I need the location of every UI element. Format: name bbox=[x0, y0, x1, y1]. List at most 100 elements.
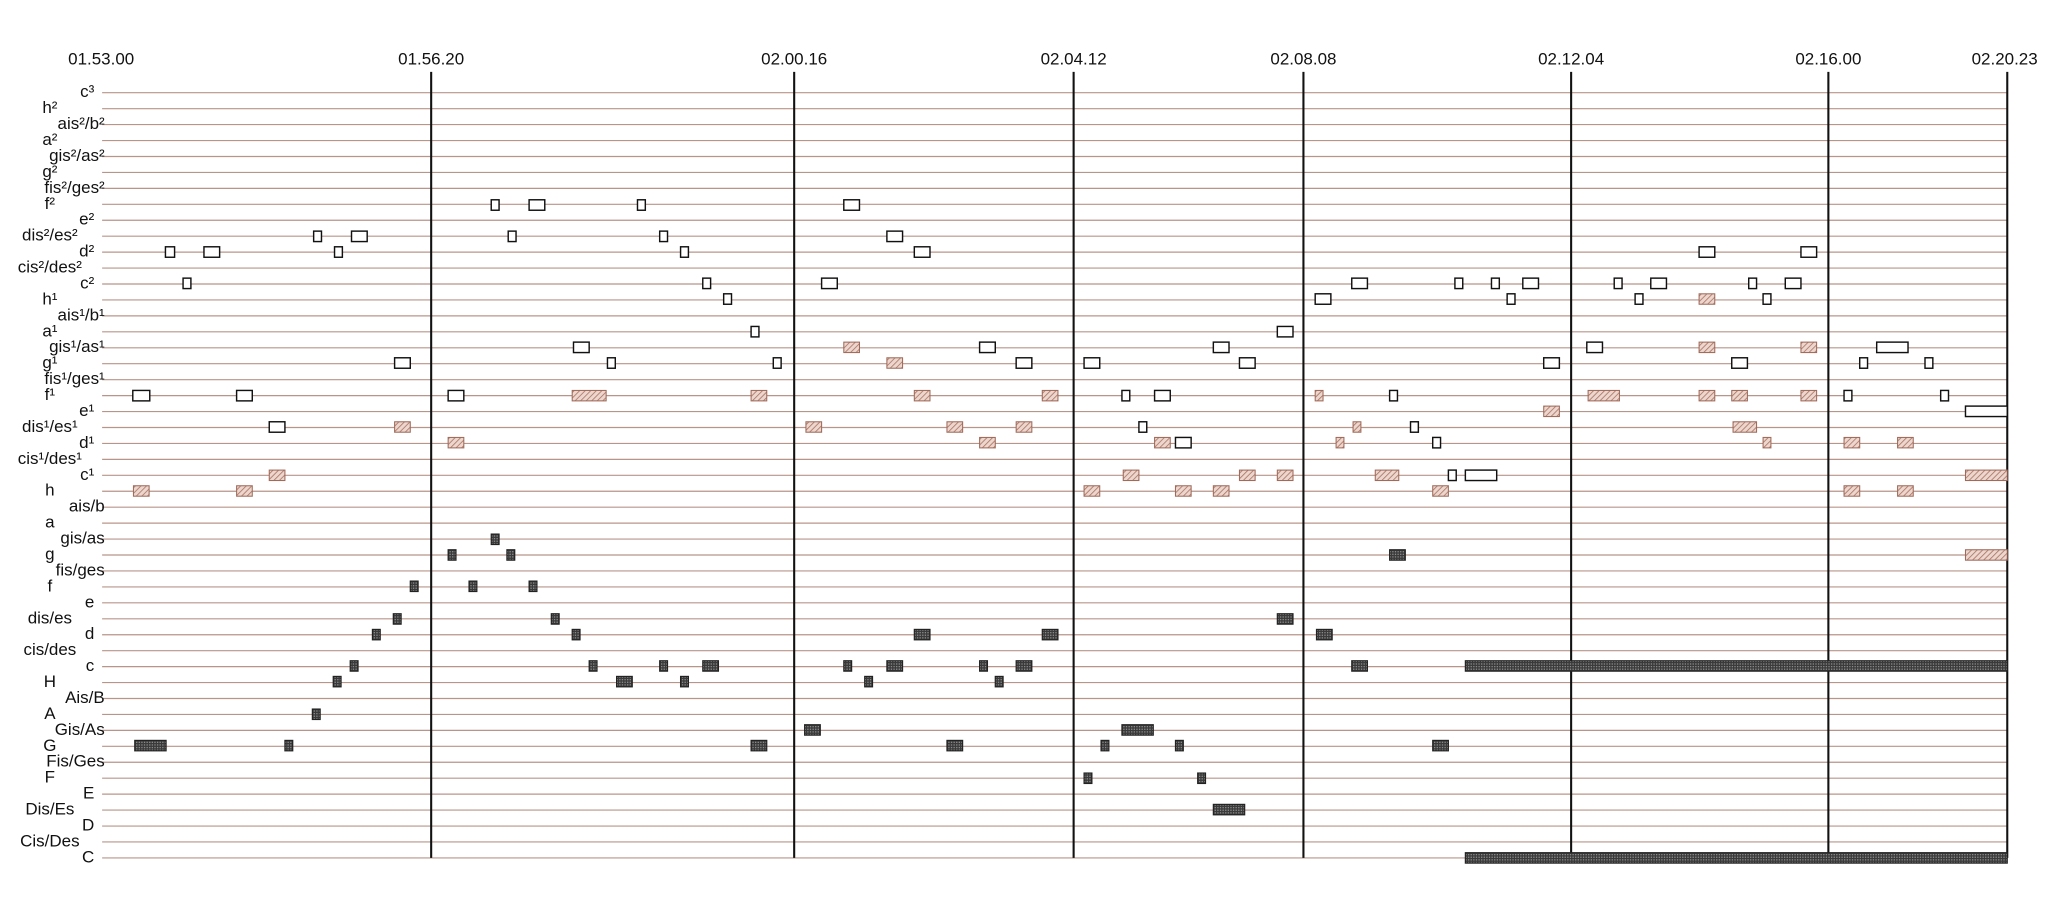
pitch-label: gis¹/as¹ bbox=[49, 337, 105, 356]
time-label: 02.16.00 bbox=[1795, 50, 1861, 69]
note-dark bbox=[506, 549, 516, 561]
note-open bbox=[722, 293, 733, 305]
note-dark bbox=[994, 675, 1004, 688]
note-dark bbox=[864, 675, 874, 688]
note-open bbox=[636, 199, 647, 211]
pitch-label: c bbox=[86, 656, 95, 675]
note-open bbox=[820, 277, 838, 290]
time-label: 02.20.23 bbox=[1972, 50, 2038, 69]
note-hatched bbox=[1731, 389, 1748, 402]
time-label: 01.53.00 bbox=[68, 50, 134, 69]
note-open bbox=[1964, 405, 2008, 418]
pitch-label: e bbox=[85, 592, 94, 611]
note-hatched bbox=[913, 389, 931, 402]
note-dark bbox=[1197, 772, 1207, 785]
pitch-label: e¹ bbox=[79, 401, 94, 420]
note-hatched bbox=[1314, 389, 1324, 402]
note-dark bbox=[679, 675, 689, 688]
note-hatched bbox=[1897, 485, 1914, 497]
pitch-label: dis²/es² bbox=[22, 226, 78, 245]
note-open bbox=[772, 357, 782, 369]
note-open bbox=[1731, 357, 1749, 369]
pitch-label: dis/es bbox=[28, 608, 72, 627]
note-open bbox=[702, 277, 712, 290]
pitch-label: H bbox=[44, 672, 56, 691]
note-hatched bbox=[1843, 436, 1861, 449]
note-hatched bbox=[1174, 485, 1192, 497]
note-open bbox=[606, 357, 617, 369]
note-dark bbox=[134, 739, 167, 752]
note-open bbox=[1613, 277, 1623, 290]
note-open bbox=[1634, 293, 1644, 305]
note-hatched bbox=[1800, 341, 1818, 354]
note-open bbox=[1431, 436, 1442, 449]
pitch-label: G bbox=[43, 736, 56, 755]
note-open bbox=[750, 325, 760, 338]
pitch-label: f² bbox=[45, 194, 56, 213]
pitch-label: c¹ bbox=[80, 465, 94, 484]
note-hatched bbox=[805, 421, 823, 433]
pitch-label: gis/as bbox=[60, 529, 104, 548]
note-open bbox=[203, 246, 221, 258]
note-hatched bbox=[1964, 549, 2008, 561]
note-open bbox=[1351, 277, 1369, 290]
note-hatched bbox=[1352, 421, 1362, 433]
note-open bbox=[350, 230, 368, 243]
pitch-label: A bbox=[44, 704, 56, 723]
note-open bbox=[1747, 277, 1758, 290]
note-open bbox=[1153, 389, 1171, 402]
pitch-label: cis²/des² bbox=[18, 258, 82, 277]
pitch-label: ais/b bbox=[69, 497, 105, 516]
note-hatched bbox=[1276, 469, 1294, 482]
note-hatched bbox=[1843, 485, 1861, 497]
pitch-label: cis/des bbox=[23, 640, 76, 659]
note-dark bbox=[659, 660, 669, 672]
note-open bbox=[1015, 357, 1033, 369]
note-open bbox=[235, 389, 253, 402]
time-label: 02.12.04 bbox=[1538, 50, 1604, 69]
note-dark bbox=[886, 660, 904, 672]
note-hatched bbox=[843, 341, 860, 354]
note-open bbox=[393, 357, 411, 369]
pitch-label: e² bbox=[79, 210, 94, 229]
note-open bbox=[528, 199, 546, 211]
note-dark bbox=[750, 739, 768, 752]
note-open bbox=[447, 389, 465, 402]
pitch-label: d bbox=[85, 624, 94, 643]
note-open bbox=[268, 421, 286, 433]
note-dark bbox=[804, 724, 821, 736]
note-dark bbox=[571, 628, 581, 641]
pitch-label: E bbox=[83, 784, 94, 803]
pitch-label: f¹ bbox=[45, 385, 56, 404]
note-open bbox=[182, 277, 192, 290]
pitch-label: ais²/b² bbox=[58, 114, 105, 133]
pitch-label: Fis/Ges bbox=[46, 752, 104, 771]
note-open bbox=[1650, 277, 1668, 290]
note-hatched bbox=[979, 436, 996, 449]
note-dark bbox=[1315, 628, 1333, 641]
note-dark bbox=[409, 580, 419, 593]
note-dark bbox=[1276, 613, 1294, 625]
pitch-label: c² bbox=[80, 273, 94, 292]
note-dark bbox=[468, 580, 478, 593]
pitch-label: Gis/As bbox=[55, 720, 105, 739]
note-open bbox=[333, 246, 344, 258]
note-open bbox=[1924, 357, 1934, 369]
note-hatched bbox=[268, 469, 286, 482]
note-open bbox=[1083, 357, 1101, 369]
note-hatched bbox=[571, 389, 607, 402]
note-dark bbox=[284, 739, 294, 752]
note-dark bbox=[1041, 628, 1059, 641]
note-dark bbox=[550, 613, 560, 625]
note-open bbox=[1542, 357, 1561, 369]
note-open bbox=[1762, 293, 1772, 305]
note-dark bbox=[349, 660, 359, 672]
note-dark bbox=[1432, 739, 1449, 752]
note-hatched bbox=[1432, 485, 1449, 497]
note-open bbox=[658, 230, 669, 243]
note-dark bbox=[1351, 660, 1369, 672]
pitch-label: d² bbox=[79, 242, 94, 261]
note-hatched bbox=[447, 436, 465, 449]
pitch-label: fis¹/ges¹ bbox=[44, 369, 105, 388]
pitch-label: Ais/B bbox=[65, 688, 105, 707]
